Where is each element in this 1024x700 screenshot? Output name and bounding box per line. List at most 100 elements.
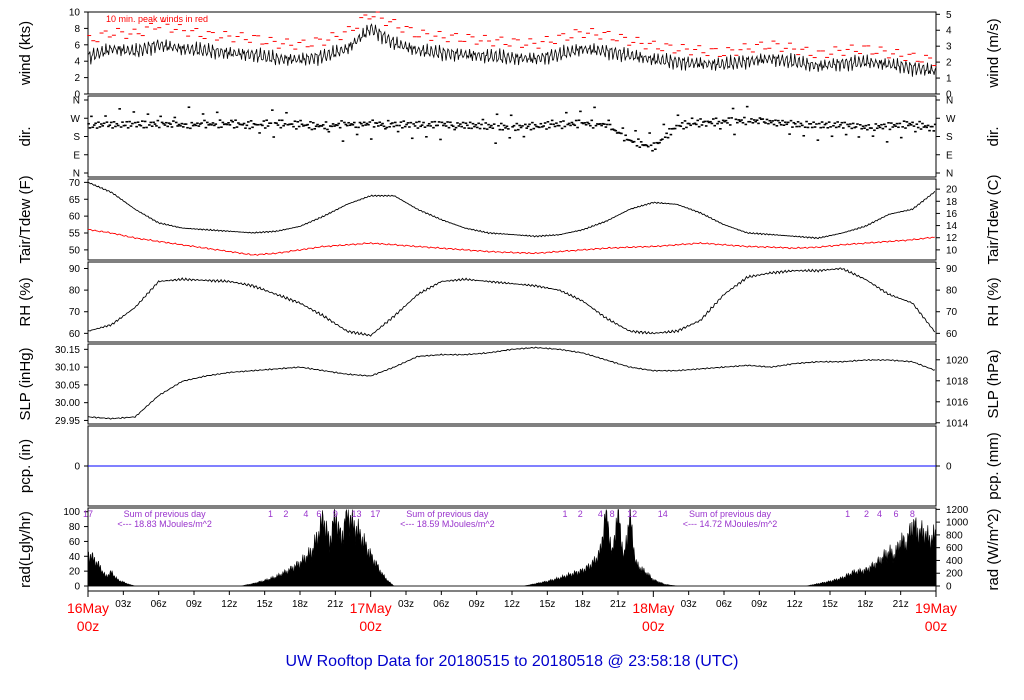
radiation-hour-mark: 13 <box>352 509 362 519</box>
dir-right-tick-label: E <box>946 150 953 161</box>
radiation-hour-mark: 8 <box>910 509 915 519</box>
wind-left-tick-label: 10 <box>69 8 81 19</box>
chart-title: UW Rooftop Data for 20180515 to 20180518… <box>286 653 739 670</box>
radiation-hour-mark: 2 <box>283 509 288 519</box>
x-tick-label: 18z <box>292 599 308 610</box>
radiation-hour-mark: 1 <box>268 509 273 519</box>
day-label-date: 16May <box>67 600 109 616</box>
wind-frame <box>87 11 937 95</box>
rh-left-axis-title: RH (%) <box>17 277 34 326</box>
x-tick-label: 12z <box>787 599 803 610</box>
radiation-hour-mark: 8 <box>610 509 615 519</box>
rh-frame <box>87 261 937 343</box>
radiation-hour-mark: 4 <box>877 509 882 519</box>
dir-left-tick-label: N <box>73 96 80 107</box>
x-tick-label: 03z <box>681 599 697 610</box>
daily-sum-value: <--- 18.59 MJoules/m^2 <box>400 519 495 529</box>
rad-panel: 020406080100020040060080010001200rad(Lgl… <box>17 505 1002 593</box>
temp-left-tick-label: 55 <box>69 229 81 240</box>
rh-right-tick-label: 80 <box>946 286 958 297</box>
wind-left-tick-label: 4 <box>74 57 80 68</box>
x-tick-label: 06z <box>433 599 449 610</box>
rh-left-tick-label: 80 <box>69 286 81 297</box>
rad-right-tick-label: 600 <box>946 543 963 554</box>
rh-panel: 60 70 80 90 60 70 80 90 RH (%) RH (%) <box>17 261 1002 343</box>
dir-left-axis-title: dir. <box>17 126 34 146</box>
x-tick-label: 12z <box>221 599 237 610</box>
rad-frame <box>87 507 937 592</box>
x-tick-label: 06z <box>151 599 167 610</box>
pcp-panel: 0 0 pcp. (in) pcp. (mm) <box>17 425 1002 507</box>
peak-winds-note: 10 min. peak winds in red <box>106 14 208 24</box>
pcp-right-tick-label: 0 <box>946 462 952 473</box>
pcp-left-axis-title: pcp. (in) <box>17 439 34 493</box>
pcp-left-tick-label: 0 <box>74 462 80 473</box>
dir-right-tick-label: N <box>946 169 953 180</box>
rad-left-tick-label: 40 <box>69 552 81 563</box>
relative-humidity-line <box>87 267 936 337</box>
x-tick-label: 03z <box>398 599 414 610</box>
radiation-hour-mark: 1 <box>845 509 850 519</box>
x-tick-label: 18z <box>575 599 591 610</box>
rh-right-tick-label: 90 <box>946 264 958 275</box>
day-label-date: 18May <box>632 600 674 616</box>
radiation-hour-mark: 9 <box>333 509 338 519</box>
x-tick-label: 15z <box>822 599 838 610</box>
x-tick-label: 21z <box>610 599 626 610</box>
daily-sum-label: Sum of previous day <box>406 509 489 519</box>
rh-left-tick-label: 60 <box>69 329 81 340</box>
x-tick-label: 03z <box>115 599 131 610</box>
rad-right-tick-label: 1000 <box>946 518 969 529</box>
x-tick-label: 15z <box>257 599 273 610</box>
x-tick-label: 09z <box>751 599 767 610</box>
solar-radiation-area <box>87 508 937 587</box>
temp-right-axis-title: Tair/Tdew (C) <box>985 174 1002 264</box>
x-tick-label: 18z <box>857 599 873 610</box>
temp-left-tick-label: 50 <box>69 245 81 256</box>
slp-right-tick-label: 1014 <box>946 418 969 429</box>
x-tick-label: 15z <box>539 599 555 610</box>
rad-left-tick-label: 100 <box>63 507 80 518</box>
day-label-time: 00z <box>925 618 948 634</box>
x-tick-label: 06z <box>716 599 732 610</box>
rad-right-tick-label: 400 <box>946 556 963 567</box>
slp-right-tick-label: 1020 <box>946 355 969 366</box>
wind-panel: 0 2 4 6 8 10 0 1 2 3 4 5 wind (kts) wind (m/s) 10 min.… <box>17 8 1002 101</box>
radiation-hour-mark: 14 <box>658 509 668 519</box>
radiation-hour-mark: 12 <box>627 509 637 519</box>
rad-right-tick-label: 200 <box>946 569 963 580</box>
radiation-hour-mark: 17 <box>370 509 380 519</box>
radiation-hour-mark: 2 <box>578 509 583 519</box>
rad-right-tick-label: 0 <box>946 582 952 593</box>
temp-right-tick-label: 18 <box>946 197 958 208</box>
radiation-hour-mark: 6 <box>316 509 321 519</box>
slp-frame <box>87 343 937 425</box>
rh-left-tick-label: 90 <box>69 264 81 275</box>
slp-panel: 29.95 30.00 30.05 30.10 30.15 1014 1016 1018 102… <box>17 343 1002 429</box>
wind-left-tick-label: 6 <box>74 40 80 51</box>
radiation-hour-mark: 17 <box>83 509 93 519</box>
rad-left-tick-label: 20 <box>69 567 81 578</box>
daily-sum-value: <--- 14.72 MJoules/m^2 <box>683 519 778 529</box>
wind-speed-line <box>87 23 937 77</box>
day-label-date: 17May <box>350 600 392 616</box>
rh-right-tick-label: 70 <box>946 307 958 318</box>
dir-right-axis-title: dir. <box>985 126 1002 146</box>
radiation-hour-mark: 4 <box>598 509 603 519</box>
rh-right-tick-label: 60 <box>946 329 958 340</box>
day-label-time: 00z <box>77 618 100 634</box>
temp-right-tick-label: 10 <box>946 245 958 256</box>
daily-sum-label: Sum of previous day <box>124 509 207 519</box>
slp-left-tick-label: 30.05 <box>55 380 80 391</box>
dir-right-tick-label: W <box>946 114 956 125</box>
slp-right-axis-title: SLP (hPa) <box>985 350 1002 419</box>
sea-level-pressure-line <box>87 346 935 420</box>
temp-left-tick-label: 65 <box>69 195 81 206</box>
slp-right-tick-label: 1016 <box>946 397 969 408</box>
dewpoint-line <box>87 228 935 256</box>
x-tick-label: 09z <box>469 599 485 610</box>
temp-right-tick-label: 16 <box>946 209 958 220</box>
wind-right-tick-label: 4 <box>946 26 952 37</box>
